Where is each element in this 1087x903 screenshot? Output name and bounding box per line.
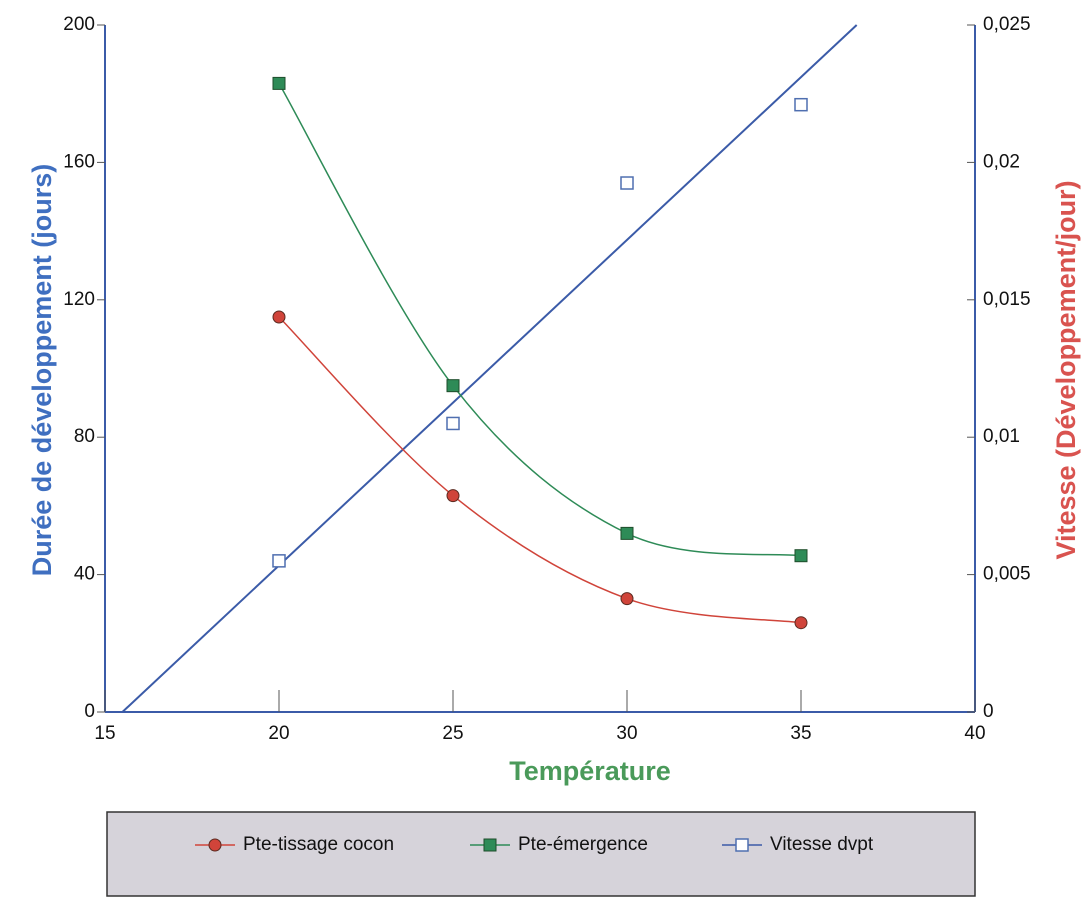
y-tick-label: 0 bbox=[84, 701, 95, 722]
marker bbox=[620, 176, 634, 190]
series-line bbox=[278, 316, 802, 624]
x-tick-label: 40 bbox=[964, 723, 985, 744]
marker bbox=[446, 379, 460, 393]
marker bbox=[620, 526, 634, 540]
x-axis-title: Température bbox=[509, 756, 671, 786]
y2-tick-label: 0,01 bbox=[983, 426, 1020, 447]
legend-item: Vitesse dvpt bbox=[722, 834, 874, 855]
series-line bbox=[278, 83, 802, 557]
marker bbox=[794, 616, 808, 630]
legend-marker bbox=[735, 838, 749, 852]
x-tick-label: 15 bbox=[94, 723, 115, 744]
y2-tick-label: 0 bbox=[983, 701, 994, 722]
legend-label: Pte-émergence bbox=[518, 834, 648, 855]
legend-marker bbox=[208, 838, 222, 852]
y-axis-title: Durée de développement (jours) bbox=[27, 164, 57, 577]
marker bbox=[446, 416, 460, 431]
legend-box bbox=[106, 811, 976, 897]
trend-line bbox=[121, 24, 858, 713]
marker bbox=[272, 554, 286, 568]
legend-label: Pte-tissage cocon bbox=[243, 834, 394, 855]
y-tick-label: 40 bbox=[74, 564, 95, 585]
y-tick-label: 120 bbox=[63, 289, 95, 310]
y-tick-label: 160 bbox=[63, 151, 95, 172]
marker bbox=[272, 76, 286, 90]
legend-label: Vitesse dvpt bbox=[770, 834, 874, 855]
legend-marker bbox=[483, 838, 497, 852]
marker bbox=[446, 489, 460, 503]
x-tick-label: 20 bbox=[268, 723, 289, 744]
y-tick-label: 80 bbox=[74, 426, 95, 447]
marker bbox=[794, 549, 808, 563]
marker bbox=[272, 310, 286, 324]
x-tick-label: 35 bbox=[790, 723, 811, 744]
legend-item: Pte-émergence bbox=[470, 834, 648, 855]
x-tick-label: 25 bbox=[442, 723, 463, 744]
y2-axis-title: Vitesse (Développement/jour) bbox=[1051, 180, 1081, 559]
legend-item: Pte-tissage cocon bbox=[195, 834, 394, 855]
marker bbox=[620, 592, 634, 606]
y2-tick-label: 0,015 bbox=[983, 289, 1031, 310]
y-tick-label: 200 bbox=[63, 14, 95, 35]
y2-tick-label: 0,025 bbox=[983, 14, 1031, 35]
y2-tick-label: 0,005 bbox=[983, 564, 1031, 585]
marker bbox=[794, 97, 808, 112]
y2-tick-label: 0,02 bbox=[983, 151, 1020, 172]
x-tick-label: 30 bbox=[616, 723, 637, 744]
